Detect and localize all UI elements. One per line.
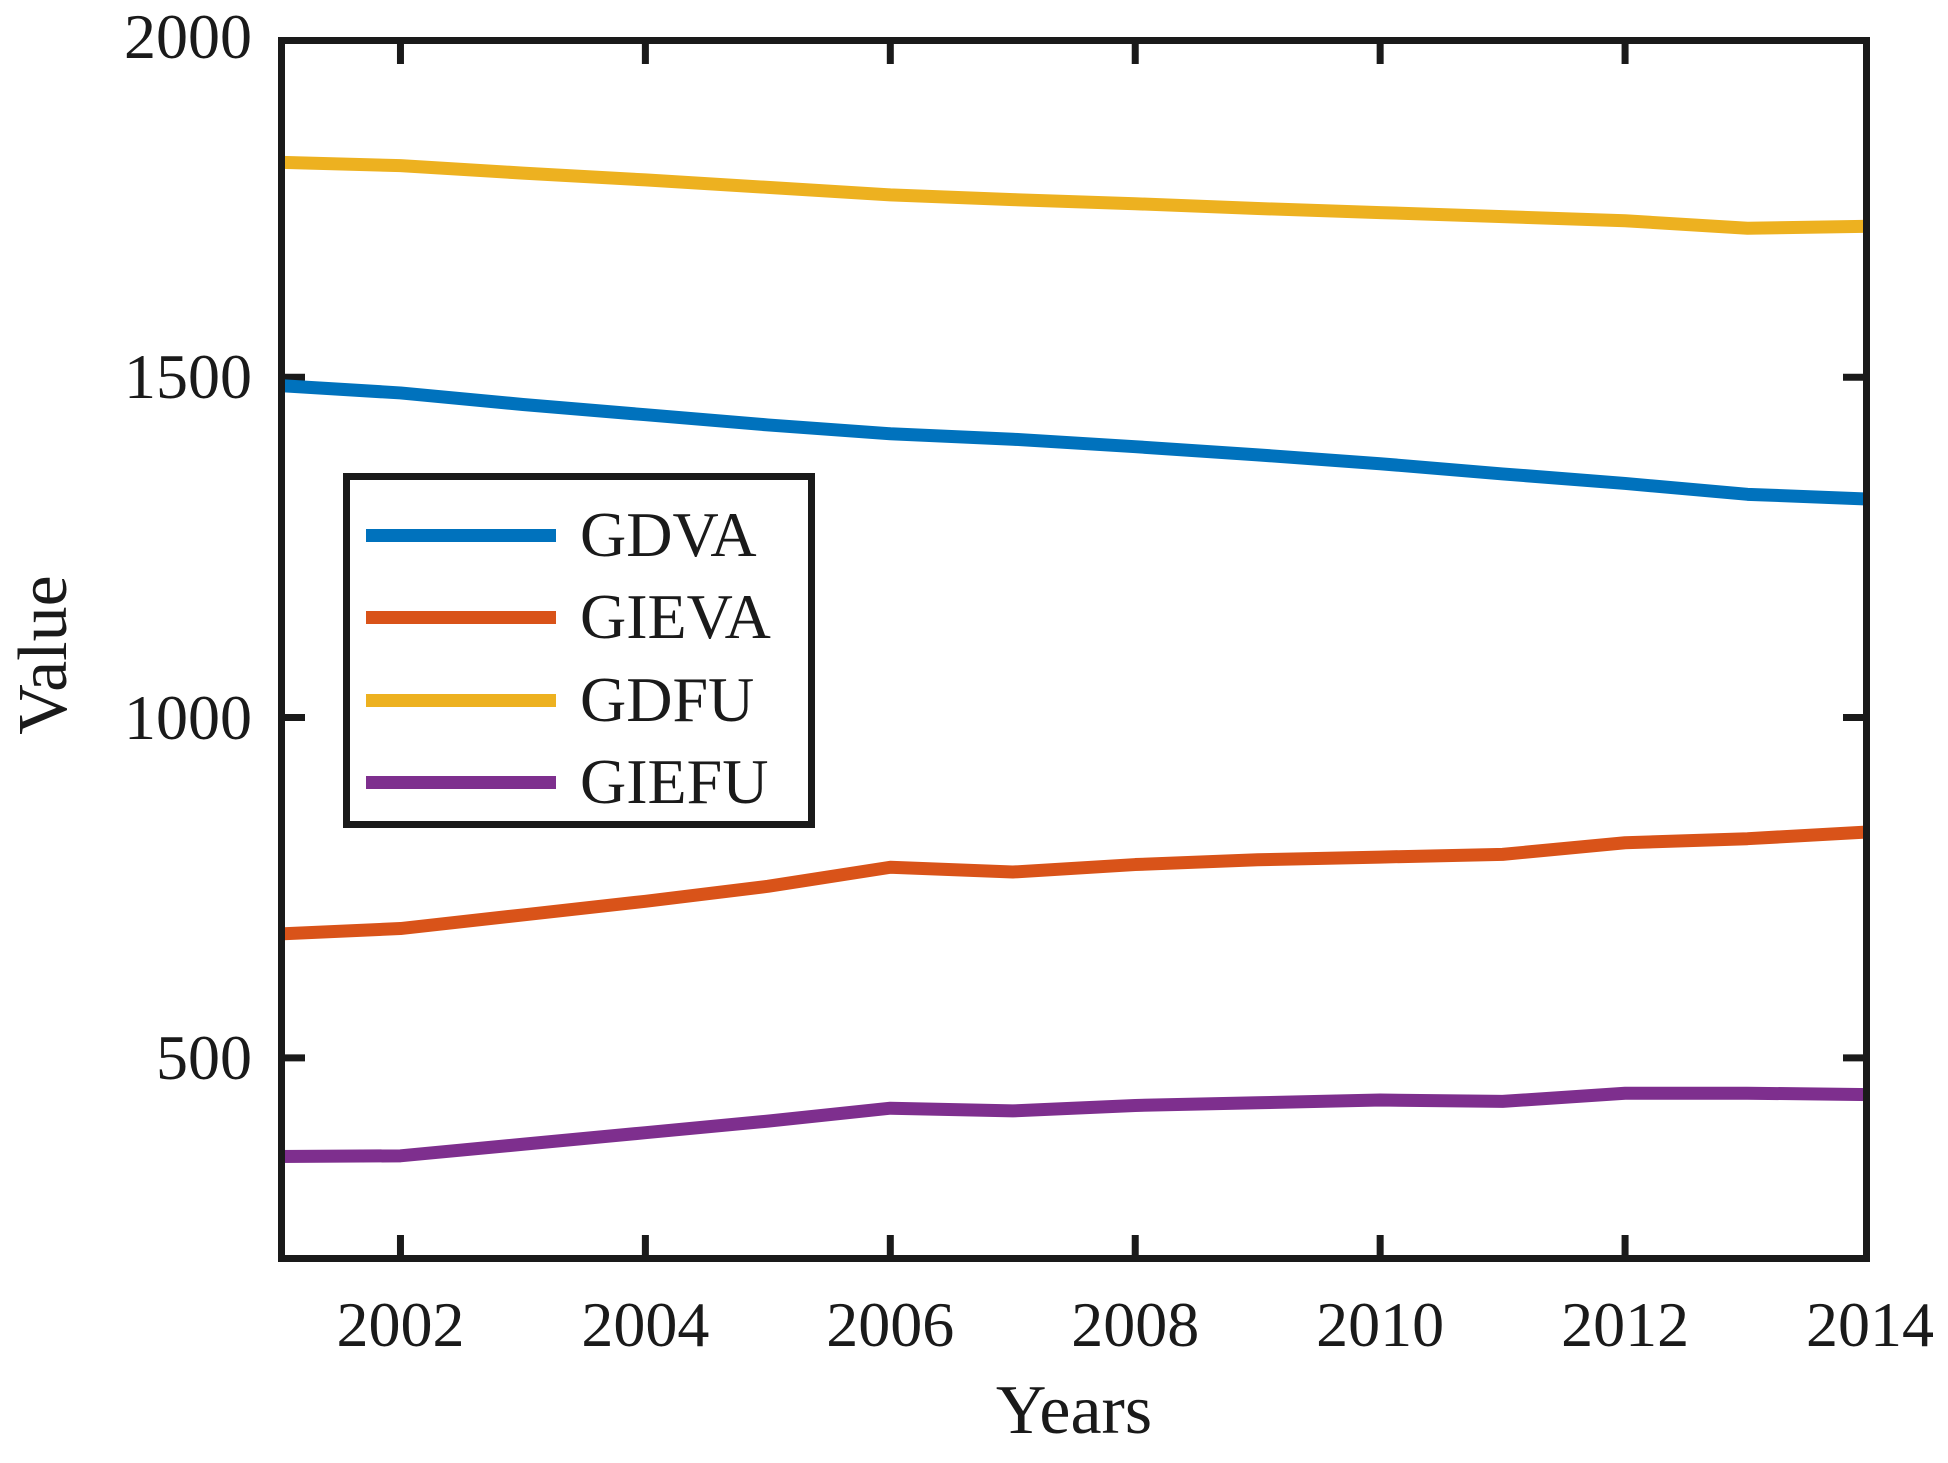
legend-item-label: GIEVA <box>580 581 771 652</box>
legend-item: GIEVA <box>350 584 808 650</box>
legend-item: GDVA <box>350 502 808 568</box>
legend-item: GIEFU <box>350 749 808 815</box>
plot-svg <box>278 37 1870 1262</box>
legend-item-label: GDVA <box>580 499 757 570</box>
x-axis-label: Years <box>995 1372 1153 1449</box>
legend-line-swatch-icon <box>366 775 556 789</box>
x-tick-label: 2014 <box>1806 1289 1934 1360</box>
y-tick-label: 500 <box>156 1021 252 1093</box>
x-tick-label: 2006 <box>826 1289 955 1360</box>
x-tick-label: 2004 <box>581 1289 710 1360</box>
legend-line-swatch-icon <box>366 610 556 624</box>
legend: GDVA GIEVA GDFU GIEFU <box>343 473 815 828</box>
x-tick-label: 2008 <box>1071 1289 1200 1360</box>
legend-line-swatch-icon <box>366 528 556 542</box>
legend-item: GDFU <box>350 667 808 733</box>
y-tick-label: 1500 <box>124 341 252 413</box>
y-tick-label: 1000 <box>124 681 252 753</box>
x-tick-label: 2002 <box>336 1289 465 1360</box>
legend-item-label: GIEFU <box>580 746 769 817</box>
x-tick-label: 2010 <box>1316 1289 1445 1360</box>
y-tick-label: 2000 <box>124 1 252 72</box>
legend-item-label: GDFU <box>580 664 755 735</box>
legend-line-swatch-icon <box>366 693 556 707</box>
x-tick-label: 2012 <box>1561 1289 1690 1360</box>
plot-area <box>278 37 1870 1262</box>
